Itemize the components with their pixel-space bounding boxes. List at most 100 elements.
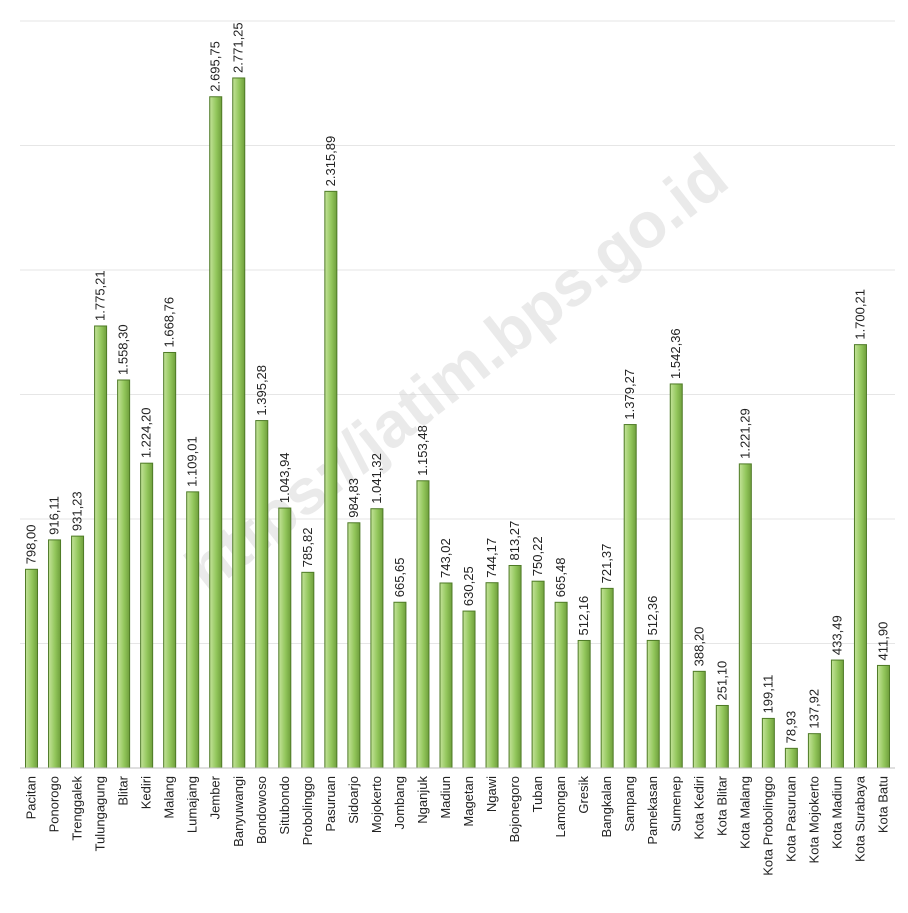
bar	[738, 463, 752, 769]
bar	[531, 580, 545, 769]
value-label: 1.224,20	[139, 408, 154, 459]
category-label: Jombang	[392, 776, 407, 829]
category-label: Kediri	[139, 776, 154, 809]
value-label: 433,49	[829, 615, 844, 655]
bar	[669, 383, 683, 769]
bar	[232, 77, 246, 769]
bar	[577, 639, 591, 769]
value-label: 2.315,89	[323, 136, 338, 187]
bar	[692, 670, 706, 769]
bar	[186, 491, 200, 769]
value-label: 1.109,01	[185, 436, 200, 487]
bar	[876, 664, 890, 769]
category-label: Kota Batu	[875, 776, 890, 833]
value-label: 512,36	[645, 596, 660, 636]
bar	[623, 424, 637, 769]
category-label: Malang	[162, 776, 177, 819]
bar	[94, 325, 108, 769]
value-label: 2.771,25	[231, 22, 246, 73]
value-label: 251,10	[714, 661, 729, 701]
category-label: Banyuwangi	[231, 776, 246, 847]
value-label: 199,11	[760, 675, 775, 714]
category-label: Kota Probolinggo	[760, 776, 775, 876]
bar	[370, 508, 384, 769]
category-label: Ponorogo	[47, 776, 62, 832]
value-label: 1.558,30	[116, 324, 131, 375]
category-label: Sidoarjo	[346, 776, 361, 824]
bar	[71, 535, 85, 769]
category-label: Pamekasan	[645, 776, 660, 845]
category-label: Lumajang	[185, 776, 200, 833]
value-label: 512,16	[576, 596, 591, 636]
value-label: 798,00	[24, 525, 39, 565]
value-label: 1.379,27	[622, 369, 637, 420]
bar	[508, 564, 522, 769]
value-label: 1.700,21	[852, 289, 867, 340]
value-label: 137,92	[806, 689, 821, 729]
value-label: 813,27	[507, 521, 522, 561]
category-label: Kota Malang	[737, 776, 752, 849]
category-label: Trenggalek	[70, 776, 85, 841]
value-label: 388,20	[691, 627, 706, 667]
category-label: Gresik	[576, 776, 591, 814]
bar	[393, 601, 407, 769]
bar	[117, 379, 131, 769]
value-labels-group: 798,00 916,11 931,23 1.775,21 1.558,30 1.224,…	[24, 22, 891, 743]
category-label: Pacitan	[24, 776, 39, 819]
bar	[485, 582, 499, 769]
category-label: Kota Madiun	[829, 776, 844, 849]
bar	[830, 659, 844, 769]
category-label: Sampang	[622, 776, 637, 832]
category-label: Nganjuk	[415, 776, 430, 824]
value-label: 1.395,28	[254, 365, 269, 416]
value-label: 1.221,29	[737, 408, 752, 459]
value-label: 1.775,21	[93, 270, 108, 321]
category-label: Tulungagung	[93, 776, 108, 851]
value-label: 785,82	[300, 528, 315, 568]
category-label: Magetan	[461, 776, 476, 827]
value-label: 984,83	[346, 478, 361, 518]
bar	[278, 507, 292, 769]
category-label: Probolinggo	[300, 776, 315, 845]
bar	[140, 462, 154, 769]
bar	[715, 704, 729, 769]
category-label: Kota Blitar	[714, 775, 729, 836]
bar	[163, 351, 177, 769]
value-label: 721,37	[599, 544, 614, 584]
bar	[600, 587, 614, 769]
category-label: Bangkalan	[599, 776, 614, 837]
category-label: Madiun	[438, 776, 453, 819]
category-label: Tuban	[530, 776, 545, 812]
category-label: Bondowoso	[254, 776, 269, 844]
value-label: 750,22	[530, 536, 545, 576]
bar	[784, 747, 798, 769]
category-labels-group: Pacitan Ponorogo Trenggalek Tulungagung Blit…	[24, 775, 891, 876]
category-label: Kota Surabaya	[852, 775, 867, 862]
category-label: Ngawi	[484, 776, 499, 812]
bar	[462, 610, 476, 769]
value-label: 1.153,48	[415, 425, 430, 476]
category-label: Bojonegoro	[507, 776, 522, 843]
category-label: Kota Kediri	[691, 776, 706, 840]
bar	[761, 717, 775, 769]
value-label: 665,48	[553, 558, 568, 598]
category-label: Blitar	[116, 775, 131, 805]
category-label: Lamongan	[553, 776, 568, 837]
value-label: 931,23	[70, 491, 85, 531]
category-label: Jember	[208, 775, 223, 819]
value-label: 665,65	[392, 557, 407, 597]
value-label: 743,02	[438, 538, 453, 578]
category-label: Kota Pasuruan	[783, 776, 798, 862]
value-label: 2.695,75	[208, 41, 223, 92]
bar	[25, 568, 39, 769]
value-label: 630,25	[461, 566, 476, 606]
value-label: 744,17	[484, 538, 499, 578]
bar	[439, 582, 453, 769]
bar	[347, 522, 361, 769]
category-label: Sumenep	[668, 776, 683, 832]
category-label: Mojokerto	[369, 776, 384, 833]
category-label: Pasuruan	[323, 776, 338, 832]
bar	[324, 190, 338, 769]
